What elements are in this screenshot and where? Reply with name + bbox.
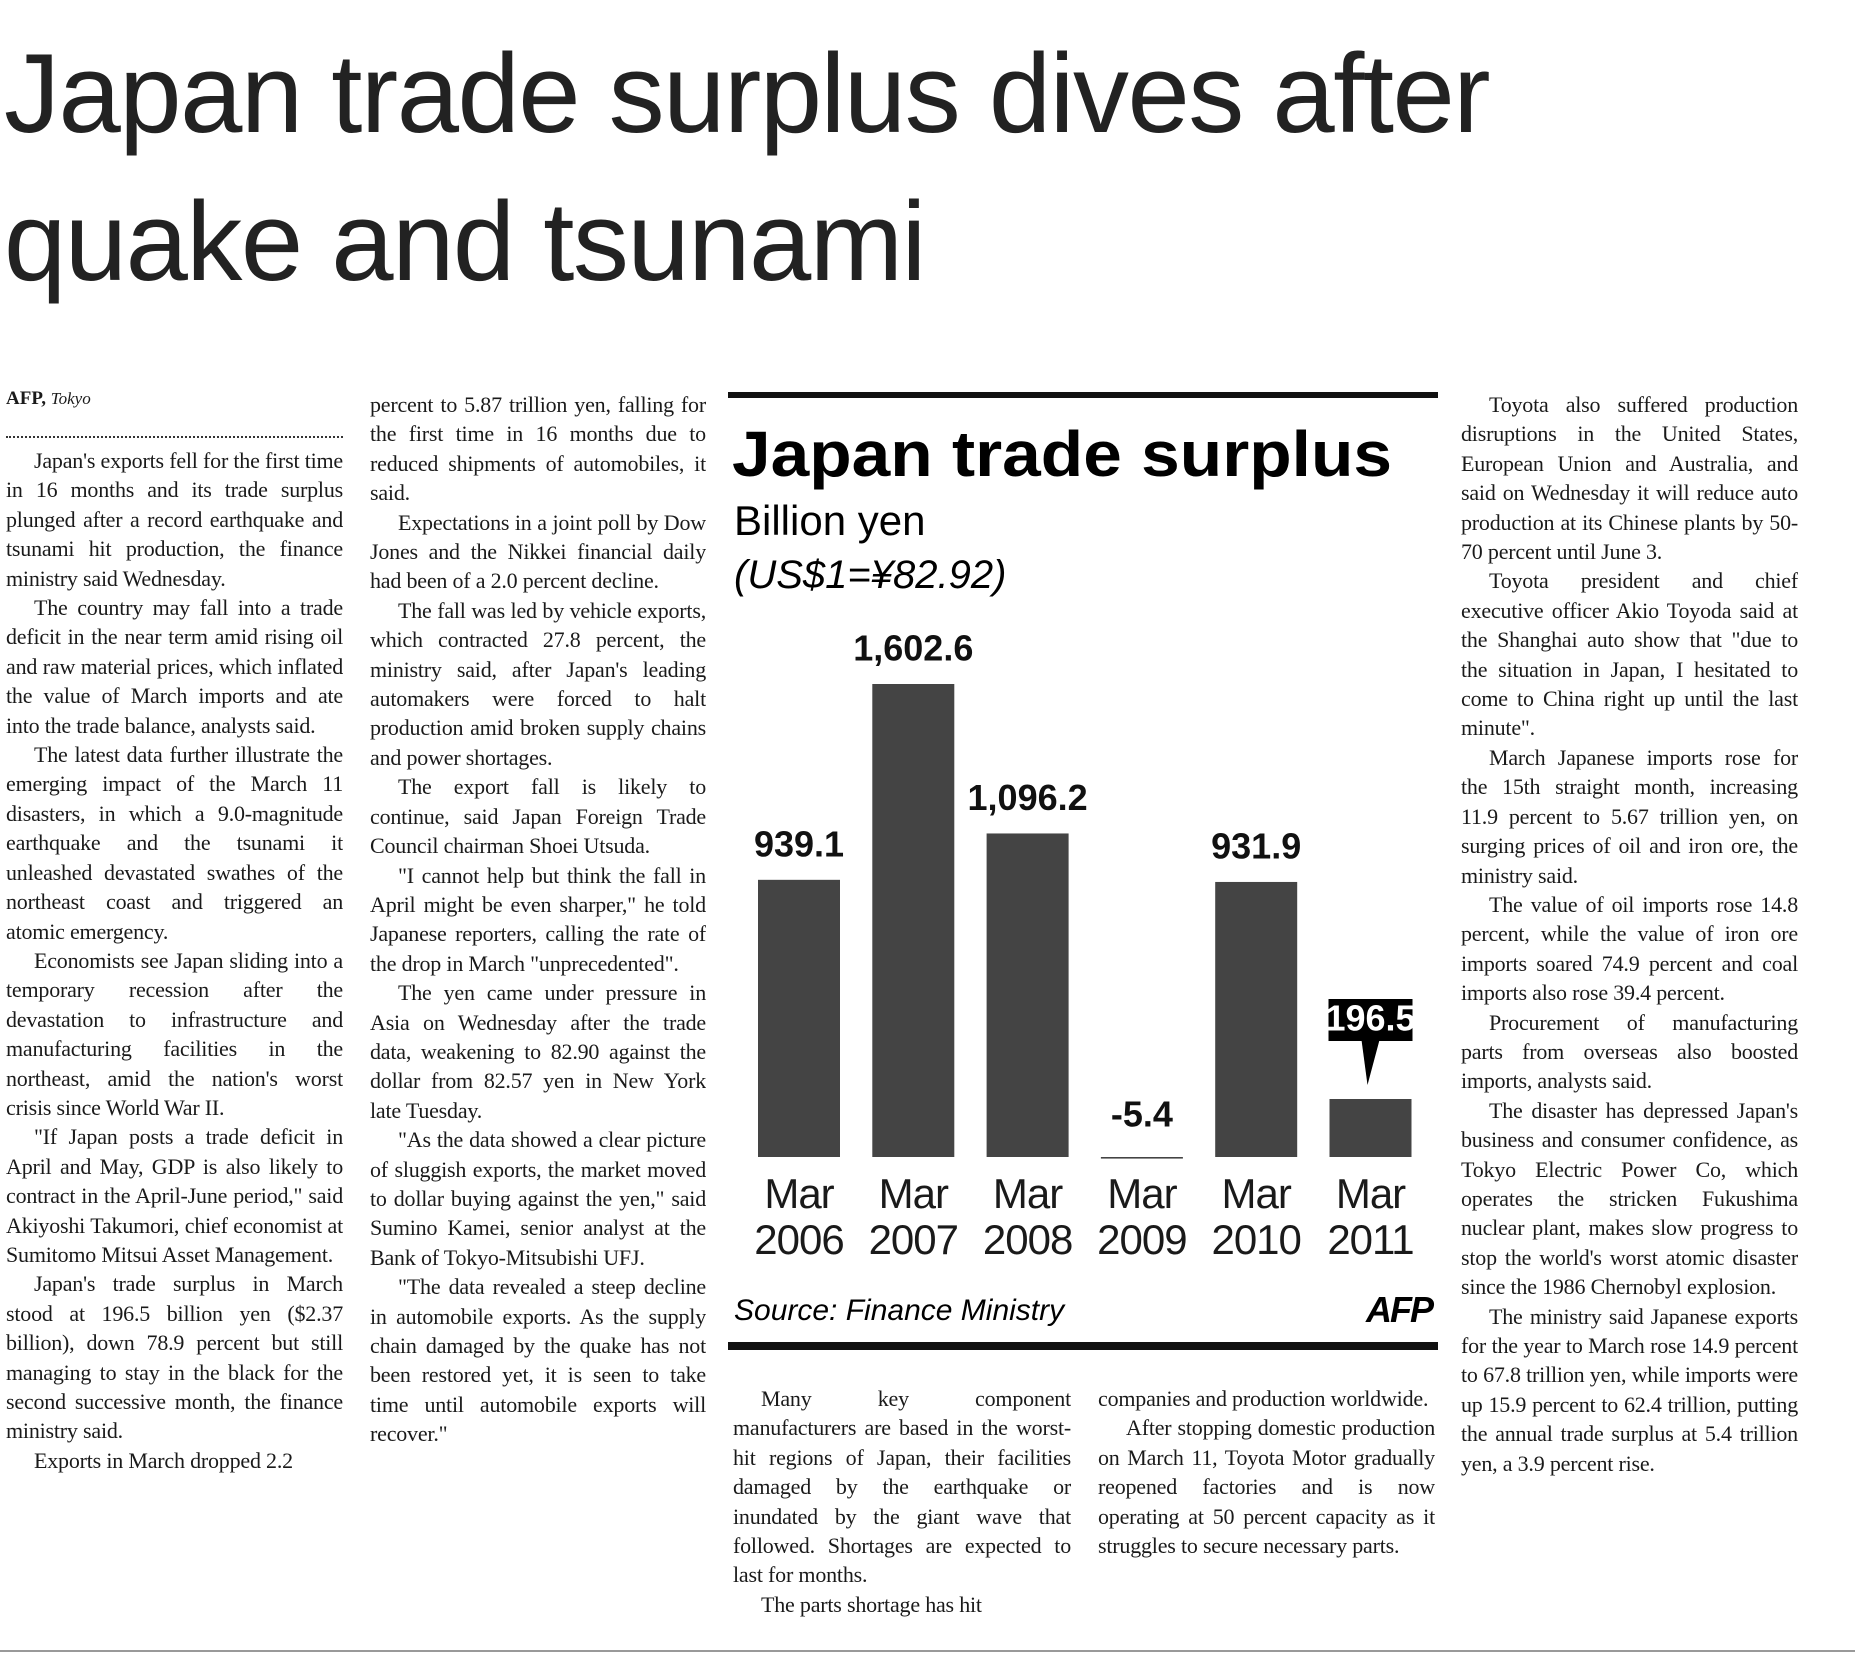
bar [1215, 881, 1298, 1157]
paragraph: Procurement of manufacturing parts from … [1461, 1009, 1798, 1094]
x-tick-label: Mar 2007 [868, 1170, 959, 1263]
value-label: 931.9 [1211, 825, 1301, 866]
paragraph: companies and production worldwide. [1098, 1386, 1429, 1411]
text-column: Japan's exports fell for the first time … [6, 446, 343, 1626]
x-tick-label: Mar 2010 [1211, 1170, 1301, 1263]
chart-source: Source: Finance Ministry [734, 1294, 1066, 1327]
paragraph: The latest data further illustrate the e… [6, 742, 343, 944]
value-label: 939.1 [754, 823, 844, 864]
chart: Japan trade surplus Billion yen (US$1=¥8… [728, 380, 1438, 1355]
paragraph: March Japanese imports rose for the 15th… [1461, 744, 1798, 888]
value-label: 1,096.2 [968, 777, 1088, 818]
text-column: Toyota also suffered production disrupti… [1461, 390, 1798, 1626]
x-tick-label: Mar 2009 [1097, 1170, 1187, 1263]
paragraph: "I cannot help but think the fall in Apr… [370, 862, 706, 976]
bar [1100, 1157, 1183, 1159]
paragraph: "As the data showed a clear picture of s… [370, 1127, 706, 1270]
paragraph: Economists see Japan sliding into a temp… [6, 947, 343, 1120]
byline-agency: AFP, [6, 388, 46, 409]
bar [872, 684, 955, 1157]
paragraph: "If Japan posts a trade deficit in April… [6, 1124, 343, 1267]
x-tick-label: Mar 2008 [982, 1170, 1073, 1263]
byline: AFP, Tokyo [6, 388, 91, 410]
text-column: companies and production worldwide. After… [1098, 1384, 1435, 1626]
bar [1329, 1099, 1412, 1157]
paragraph: After stopping domestic production on Ma… [1098, 1415, 1435, 1559]
bottom-rule [728, 1342, 1438, 1350]
top-rule [728, 392, 1438, 398]
value-label: 196.5 [1325, 998, 1415, 1039]
paragraph: The ministry said Japanese exports for t… [1461, 1303, 1798, 1476]
paragraph: percent to 5.87 trillion yen, falling fo… [370, 392, 706, 506]
paragraph: Many key component manufacturers are bas… [733, 1386, 1071, 1588]
paragraph: The parts shortage has hit [761, 1591, 982, 1617]
chart-title: Japan trade surplus [732, 418, 1392, 490]
text-column: percent to 5.87 trillion yen, falling fo… [370, 390, 706, 1626]
chart-svg: Japan trade surplus Billion yen (US$1=¥8… [728, 392, 1438, 1350]
x-tick-label: Mar 2006 [754, 1170, 844, 1263]
separator [6, 436, 343, 438]
text-column: Many key component manufacturers are bas… [733, 1384, 1071, 1626]
paragraph: The value of oil imports rose 14.8 perce… [1461, 891, 1798, 1006]
paragraph: The country may fall into a trade defici… [6, 595, 343, 738]
bar [758, 879, 840, 1157]
chart-note: (US$1=¥82.92) [734, 553, 1006, 597]
paragraph: Toyota also suffered production disrupti… [1461, 392, 1798, 565]
page-rule [0, 1650, 1855, 1652]
value-label: 1,602.6 [853, 628, 973, 669]
value-label: -5.4 [1111, 1094, 1173, 1135]
callout-box [1328, 999, 1413, 1042]
paragraph: Expectations in a joint poll by Dow Jone… [370, 509, 706, 594]
paragraph: The fall was led by vehicle exports, whi… [370, 597, 706, 770]
paragraph: Exports in March dropped 2.2 [34, 1447, 293, 1473]
paragraph: The disaster has depressed Japan's busin… [1461, 1097, 1798, 1300]
paragraph: Toyota president and chief executive off… [1461, 568, 1798, 741]
paragraph: "The data revealed a steep decline in au… [370, 1274, 706, 1447]
chart-logo: AFP [1365, 1289, 1435, 1330]
paragraph: The export fall is likely to continue, s… [370, 774, 706, 859]
paragraph: Japan's exports fell for the first time … [6, 448, 343, 591]
bar [986, 833, 1069, 1157]
x-tick-label: Mar 2011 [1327, 1170, 1414, 1263]
headline-line: quake and tsunami [4, 179, 926, 304]
paragraph: Japan's trade surplus in March stood at … [6, 1271, 343, 1444]
callout-pointer [1361, 1040, 1380, 1086]
byline-place: Tokyo [50, 389, 91, 408]
paragraph: The yen came under pressure in Asia on W… [370, 980, 706, 1123]
headline-line: Japan trade surplus dives after [4, 31, 1491, 156]
chart-subtitle: Billion yen [734, 497, 925, 544]
